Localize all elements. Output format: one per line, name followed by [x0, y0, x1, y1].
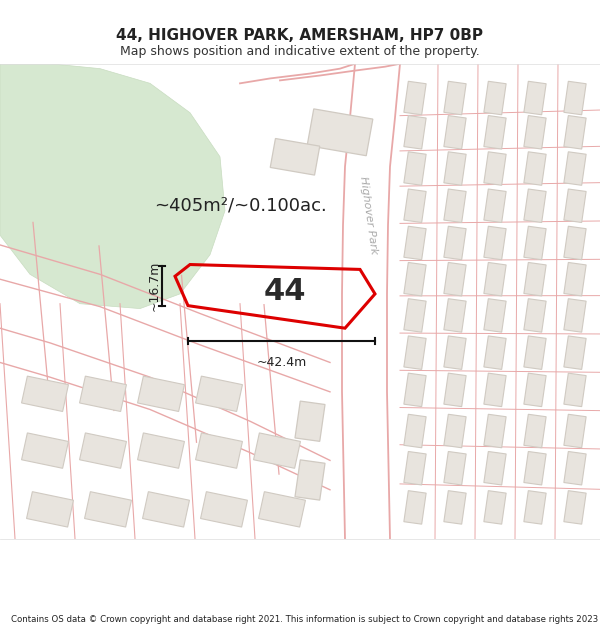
Text: Highover Park: Highover Park: [358, 176, 379, 255]
Polygon shape: [404, 451, 426, 485]
Polygon shape: [404, 299, 426, 332]
Polygon shape: [484, 262, 506, 296]
Polygon shape: [484, 189, 506, 222]
Polygon shape: [196, 433, 242, 468]
Polygon shape: [524, 336, 546, 369]
Polygon shape: [444, 152, 466, 185]
Polygon shape: [564, 451, 586, 485]
Polygon shape: [404, 81, 426, 115]
Polygon shape: [85, 492, 131, 527]
Polygon shape: [524, 189, 546, 222]
Polygon shape: [404, 336, 426, 369]
Polygon shape: [484, 299, 506, 332]
Text: ~42.4m: ~42.4m: [256, 356, 307, 369]
Polygon shape: [564, 262, 586, 296]
Polygon shape: [404, 152, 426, 185]
Polygon shape: [444, 116, 466, 149]
Polygon shape: [26, 492, 73, 527]
Polygon shape: [524, 81, 546, 115]
Polygon shape: [404, 226, 426, 260]
Polygon shape: [307, 109, 373, 156]
Polygon shape: [444, 189, 466, 222]
Polygon shape: [404, 373, 426, 407]
Polygon shape: [295, 401, 325, 441]
Polygon shape: [404, 116, 426, 149]
Polygon shape: [254, 433, 301, 468]
Polygon shape: [270, 139, 320, 175]
Polygon shape: [444, 81, 466, 115]
Polygon shape: [484, 414, 506, 447]
Polygon shape: [444, 491, 466, 524]
Polygon shape: [524, 152, 546, 185]
Polygon shape: [137, 376, 184, 411]
Text: Map shows position and indicative extent of the property.: Map shows position and indicative extent…: [120, 45, 480, 58]
Polygon shape: [404, 189, 426, 222]
Polygon shape: [196, 376, 242, 411]
Polygon shape: [444, 299, 466, 332]
Polygon shape: [524, 299, 546, 332]
Polygon shape: [444, 262, 466, 296]
Polygon shape: [524, 226, 546, 260]
Text: 44, HIGHOVER PARK, AMERSHAM, HP7 0BP: 44, HIGHOVER PARK, AMERSHAM, HP7 0BP: [116, 28, 484, 43]
Polygon shape: [143, 492, 190, 527]
Polygon shape: [404, 491, 426, 524]
Polygon shape: [484, 336, 506, 369]
Polygon shape: [564, 491, 586, 524]
Polygon shape: [564, 336, 586, 369]
Polygon shape: [444, 373, 466, 407]
Polygon shape: [22, 433, 68, 468]
Polygon shape: [80, 376, 127, 411]
Polygon shape: [564, 226, 586, 260]
Text: Contains OS data © Crown copyright and database right 2021. This information is : Contains OS data © Crown copyright and d…: [11, 615, 600, 624]
Polygon shape: [524, 451, 546, 485]
Polygon shape: [444, 336, 466, 369]
Polygon shape: [524, 373, 546, 407]
Polygon shape: [404, 414, 426, 447]
Polygon shape: [524, 116, 546, 149]
Polygon shape: [564, 189, 586, 222]
Polygon shape: [444, 414, 466, 447]
Polygon shape: [22, 376, 68, 411]
Text: ~16.7m: ~16.7m: [148, 261, 161, 311]
Polygon shape: [404, 262, 426, 296]
Polygon shape: [137, 433, 184, 468]
Polygon shape: [259, 492, 305, 527]
Polygon shape: [564, 414, 586, 447]
Polygon shape: [564, 152, 586, 185]
Polygon shape: [524, 491, 546, 524]
Polygon shape: [564, 373, 586, 407]
Polygon shape: [484, 491, 506, 524]
Polygon shape: [444, 226, 466, 260]
Polygon shape: [564, 116, 586, 149]
Polygon shape: [295, 460, 325, 500]
Polygon shape: [484, 116, 506, 149]
Polygon shape: [484, 226, 506, 260]
Polygon shape: [524, 262, 546, 296]
Polygon shape: [564, 299, 586, 332]
Polygon shape: [484, 152, 506, 185]
Polygon shape: [484, 81, 506, 115]
Text: ~405m²/~0.100ac.: ~405m²/~0.100ac.: [154, 197, 326, 215]
Polygon shape: [0, 64, 225, 309]
Polygon shape: [484, 451, 506, 485]
Polygon shape: [524, 414, 546, 447]
Polygon shape: [484, 373, 506, 407]
Polygon shape: [444, 451, 466, 485]
Text: 44: 44: [264, 278, 306, 306]
Polygon shape: [200, 492, 247, 527]
Polygon shape: [80, 433, 127, 468]
Polygon shape: [564, 81, 586, 115]
